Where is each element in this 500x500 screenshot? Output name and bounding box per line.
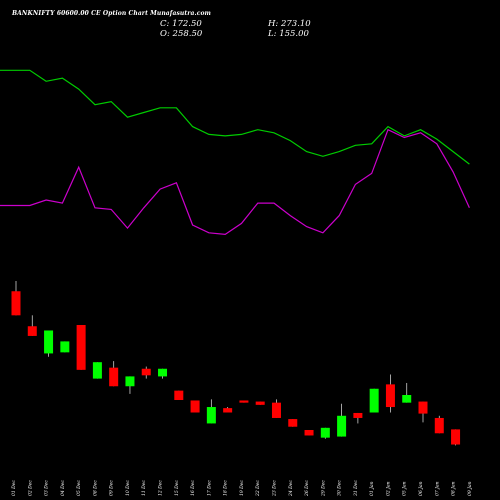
- x-tick-label: 16 Dec: [190, 480, 196, 496]
- x-tick-label: 15 Dec: [174, 480, 180, 496]
- candle-body: [337, 415, 347, 437]
- x-tick-label: 03 Dec: [44, 480, 50, 496]
- candle-body: [27, 326, 37, 336]
- candle: [44, 330, 54, 357]
- candle-body: [60, 341, 70, 353]
- candle-body: [125, 376, 135, 387]
- x-tick-label: 06 Jan: [418, 481, 424, 496]
- candle-body: [11, 291, 21, 316]
- candle: [11, 280, 21, 316]
- x-tick-label: 30 Dec: [337, 480, 343, 496]
- candle: [304, 430, 314, 436]
- ma-line-1: [0, 69, 470, 165]
- x-tick-label: 05 Dec: [76, 480, 82, 496]
- candles: [11, 280, 461, 446]
- candle-body: [271, 402, 281, 418]
- candle: [418, 401, 428, 423]
- x-tick-label: 29 Dec: [320, 480, 326, 497]
- candle-body: [109, 367, 119, 387]
- x-tick-label: 08 Dec: [92, 480, 98, 496]
- candle-body: [304, 430, 314, 436]
- candle-body: [402, 395, 412, 403]
- candle: [337, 403, 347, 437]
- x-tick-label: 09 Jan: [467, 481, 473, 496]
- x-tick-label: 31 Dec: [353, 480, 359, 496]
- candle: [255, 401, 265, 405]
- candle: [223, 407, 233, 413]
- candle-body: [239, 400, 249, 403]
- candle-body: [255, 401, 265, 405]
- candle: [353, 412, 363, 424]
- x-tick-label: 10 Dec: [125, 480, 131, 496]
- candle: [369, 388, 379, 413]
- x-axis-labels: 01 Dec 02 Dec 03 Dec 04 Dec 05 Dec 08 Dec 09 D…: [11, 480, 473, 497]
- x-tick-label: 24 Dec: [288, 480, 294, 497]
- candle-body: [223, 408, 233, 413]
- x-tick-label: 02 Dec: [27, 480, 33, 496]
- low-value: L: 155.00: [268, 29, 309, 39]
- candle-body: [92, 362, 102, 379]
- candle: [60, 341, 70, 353]
- x-tick-label: 01 Jan: [369, 481, 375, 496]
- candle-body: [434, 417, 444, 434]
- x-tick-label: 22 Dec: [255, 480, 261, 497]
- candle-body: [320, 427, 330, 438]
- candle-body: [288, 419, 298, 427]
- candle-body: [206, 407, 216, 424]
- candle-body: [158, 368, 168, 377]
- x-tick-label: 08 Jan: [451, 481, 457, 496]
- candle: [239, 400, 249, 403]
- candle: [92, 362, 102, 379]
- candle: [434, 415, 444, 434]
- candle: [27, 315, 37, 336]
- candle: [158, 368, 168, 379]
- x-tick-label: 09 Dec: [109, 480, 115, 496]
- candle: [402, 382, 412, 403]
- candle-body: [353, 412, 363, 418]
- candle-body: [451, 429, 461, 445]
- x-tick-label: 07 Jan: [434, 481, 440, 496]
- x-tick-label: 17 Dec: [206, 480, 212, 496]
- candle-body: [418, 401, 428, 414]
- candle-body: [76, 325, 86, 370]
- candle: [271, 399, 281, 418]
- candle-body: [190, 400, 200, 413]
- candle-body: [385, 384, 395, 408]
- x-tick-label: 26 Dec: [304, 480, 310, 497]
- candle-body: [369, 388, 379, 413]
- open-value: O: 258.50: [160, 29, 203, 39]
- ma-line-2: [0, 128, 470, 236]
- candle: [76, 325, 86, 370]
- candle-body: [174, 390, 184, 400]
- x-tick-label: 19 Dec: [239, 480, 245, 496]
- moving-average-lines: [0, 69, 470, 236]
- candle: [288, 419, 298, 427]
- x-tick-label: 11 Dec: [141, 480, 147, 496]
- candle: [125, 376, 135, 394]
- close-value: C: 172.50: [160, 19, 202, 29]
- x-tick-label: 05 Jan: [402, 481, 408, 496]
- candle: [141, 366, 151, 379]
- x-tick-label: 02 Jan: [385, 481, 391, 496]
- candle-body: [141, 368, 151, 376]
- candle: [109, 361, 119, 387]
- x-tick-label: 01 Dec: [11, 480, 17, 496]
- candle: [451, 429, 461, 446]
- high-value: H: 273.10: [268, 19, 311, 29]
- chart-title: BANKNIFTY 60600.00 CE Option Chart Munaf…: [12, 10, 212, 17]
- x-tick-label: 23 Dec: [271, 480, 277, 497]
- x-tick-label: 12 Dec: [158, 480, 164, 496]
- candle: [174, 390, 184, 400]
- candle: [385, 374, 395, 413]
- x-tick-label: 04 Dec: [60, 480, 66, 496]
- candle-body: [44, 330, 54, 354]
- candle: [206, 399, 216, 424]
- candle: [190, 400, 200, 413]
- x-tick-label: 18 Dec: [223, 480, 229, 496]
- candle: [320, 427, 330, 439]
